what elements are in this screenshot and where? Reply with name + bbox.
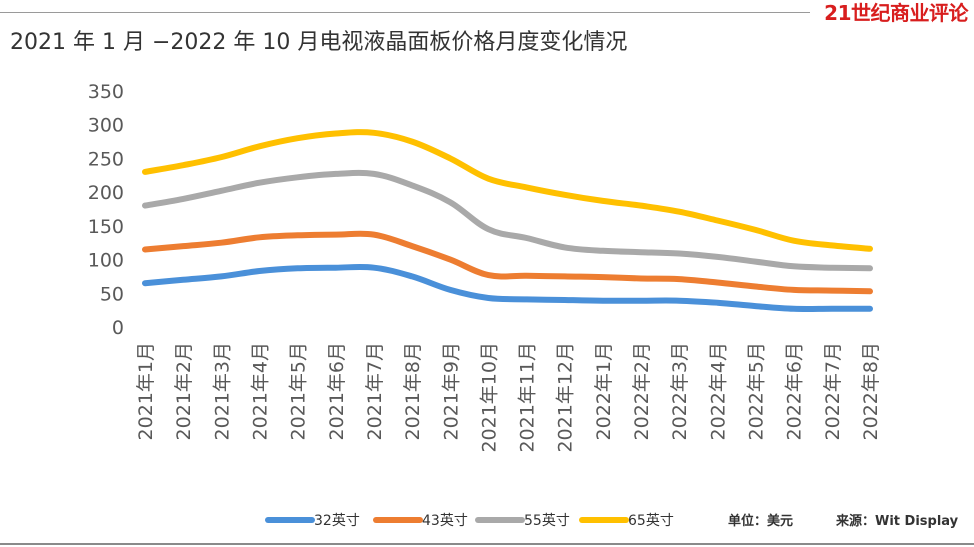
y-axis: 0 50 100 150 200 250 300 350 <box>88 81 124 339</box>
x-tick-label: 2021年12月 <box>555 342 577 453</box>
top-divider <box>0 12 810 13</box>
y-tick-label: 250 <box>88 148 124 170</box>
x-tick-label: 2021年9月 <box>440 342 462 440</box>
y-tick-label: 50 <box>100 283 124 305</box>
series-line-43英寸 <box>142 230 873 295</box>
legend-label: 43英寸 <box>422 512 468 529</box>
x-tick-label: 2021年6月 <box>326 342 348 440</box>
y-tick-label: 300 <box>88 115 124 137</box>
unit-label: 单位：美元 <box>728 513 793 529</box>
x-tick-label: 2021年1月 <box>135 342 157 440</box>
x-tick-label: 2022年7月 <box>822 342 844 440</box>
source-label: 来源：Wit Display <box>835 513 959 529</box>
x-tick-label: 2022年6月 <box>784 342 806 440</box>
x-tick-label: 2022年5月 <box>746 342 768 440</box>
y-tick-label: 100 <box>88 250 124 272</box>
x-tick-label: 2021年5月 <box>288 342 310 440</box>
chart-title: 2021 年 1 月 −2022 年 10 月电视液晶面板价格月度变化情况 <box>10 30 628 55</box>
series-line-55英寸 <box>142 169 873 272</box>
x-tick-label: 2021年8月 <box>402 342 424 440</box>
x-tick-label: 2021年11月 <box>517 342 539 453</box>
series-line-32英寸 <box>142 263 873 313</box>
x-tick-label: 2022年4月 <box>707 342 729 440</box>
x-tick-label: 2022年3月 <box>669 342 691 440</box>
y-tick-label: 200 <box>88 182 124 204</box>
x-axis: 2021年1月 2021年2月 2021年3月 2021年4月 2021年5月 2021年… <box>135 342 882 453</box>
brand-logo: 21世纪商业评论 <box>824 1 968 25</box>
y-tick-label: 150 <box>88 216 124 238</box>
y-tick-label: 0 <box>112 317 124 339</box>
legend: 32英寸 43英寸 55英寸 65英寸 <box>265 512 674 529</box>
x-tick-label: 2021年10月 <box>478 342 500 453</box>
legend-label: 65英寸 <box>628 512 674 529</box>
x-tick-label: 2022年8月 <box>860 342 882 440</box>
x-tick-label: 2022年2月 <box>631 342 653 440</box>
x-tick-label: 2021年7月 <box>364 342 386 440</box>
bottom-divider <box>0 543 974 545</box>
legend-label: 55英寸 <box>524 512 570 529</box>
y-tick-label: 350 <box>88 81 124 103</box>
x-tick-label: 2022年1月 <box>593 342 615 440</box>
legend-label: 32英寸 <box>314 512 360 529</box>
series-lines <box>142 129 873 313</box>
x-tick-label: 2021年4月 <box>249 342 271 440</box>
x-tick-label: 2021年3月 <box>211 342 233 440</box>
x-tick-label: 2021年2月 <box>173 342 195 440</box>
series-line-65英寸 <box>142 129 873 252</box>
